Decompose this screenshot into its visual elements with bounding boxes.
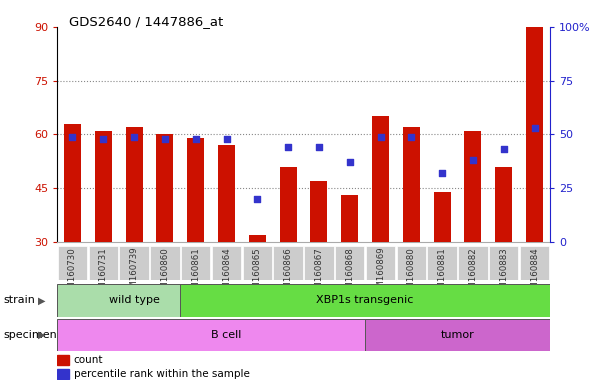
Point — [68, 134, 78, 140]
Text: GSM160882: GSM160882 — [468, 247, 477, 300]
Point — [314, 144, 324, 151]
Bar — [249, 235, 266, 242]
Text: GSM160866: GSM160866 — [284, 247, 293, 300]
FancyBboxPatch shape — [150, 246, 180, 280]
Bar — [57, 284, 211, 317]
Bar — [372, 116, 389, 242]
Text: GSM160867: GSM160867 — [314, 247, 323, 300]
Text: ▶: ▶ — [38, 330, 45, 340]
Bar — [57, 319, 396, 351]
Point — [376, 134, 385, 140]
Bar — [57, 355, 69, 366]
Bar — [156, 134, 173, 242]
Bar — [465, 131, 481, 242]
Point — [529, 125, 539, 131]
Text: specimen: specimen — [3, 330, 56, 340]
Bar — [57, 369, 69, 379]
Point — [99, 136, 108, 142]
Point — [499, 146, 508, 152]
FancyBboxPatch shape — [58, 246, 87, 280]
Text: GSM160864: GSM160864 — [222, 247, 231, 300]
Point — [191, 136, 201, 142]
FancyBboxPatch shape — [520, 246, 549, 280]
FancyBboxPatch shape — [427, 246, 457, 280]
Text: GSM160739: GSM160739 — [130, 247, 139, 300]
Point — [468, 157, 478, 163]
Point — [160, 136, 169, 142]
Point — [406, 134, 416, 140]
Bar — [126, 127, 142, 242]
Text: GSM160865: GSM160865 — [253, 247, 262, 300]
Text: GSM160861: GSM160861 — [191, 247, 200, 300]
Bar — [341, 195, 358, 242]
Bar — [434, 192, 451, 242]
Text: B cell: B cell — [212, 330, 242, 340]
Text: tumor: tumor — [441, 330, 474, 340]
Point — [283, 144, 293, 151]
Text: wild type: wild type — [109, 295, 159, 306]
Text: count: count — [74, 355, 103, 365]
Text: GSM160860: GSM160860 — [160, 247, 169, 300]
Bar — [188, 138, 204, 242]
Bar — [365, 319, 550, 351]
Point — [222, 136, 231, 142]
FancyBboxPatch shape — [397, 246, 426, 280]
Bar — [279, 167, 296, 242]
Bar — [311, 181, 328, 242]
Bar — [495, 167, 512, 242]
FancyBboxPatch shape — [243, 246, 272, 280]
Point — [345, 159, 355, 166]
Text: GDS2640 / 1447886_at: GDS2640 / 1447886_at — [69, 15, 224, 28]
Text: GSM160880: GSM160880 — [407, 247, 416, 300]
Text: GSM160731: GSM160731 — [99, 247, 108, 300]
Text: percentile rank within the sample: percentile rank within the sample — [74, 369, 249, 379]
Text: GSM160883: GSM160883 — [499, 247, 508, 300]
Bar — [218, 145, 235, 242]
Bar — [403, 127, 419, 242]
FancyBboxPatch shape — [366, 246, 395, 280]
FancyBboxPatch shape — [489, 246, 519, 280]
Bar — [95, 131, 112, 242]
FancyBboxPatch shape — [212, 246, 241, 280]
Text: XBP1s transgenic: XBP1s transgenic — [316, 295, 414, 306]
Text: GSM160881: GSM160881 — [438, 247, 447, 300]
Bar — [526, 27, 543, 242]
Text: GSM160868: GSM160868 — [345, 247, 354, 300]
FancyBboxPatch shape — [273, 246, 303, 280]
Point — [129, 134, 139, 140]
FancyBboxPatch shape — [458, 246, 487, 280]
Text: strain: strain — [3, 295, 35, 306]
FancyBboxPatch shape — [304, 246, 334, 280]
Bar — [180, 284, 550, 317]
Point — [252, 196, 262, 202]
Bar — [64, 124, 81, 242]
Text: ▶: ▶ — [38, 295, 45, 306]
FancyBboxPatch shape — [181, 246, 210, 280]
FancyBboxPatch shape — [335, 246, 364, 280]
Point — [438, 170, 447, 176]
FancyBboxPatch shape — [120, 246, 149, 280]
Text: GSM160869: GSM160869 — [376, 247, 385, 300]
Text: GSM160730: GSM160730 — [68, 247, 77, 300]
FancyBboxPatch shape — [88, 246, 118, 280]
Text: GSM160884: GSM160884 — [530, 247, 539, 300]
